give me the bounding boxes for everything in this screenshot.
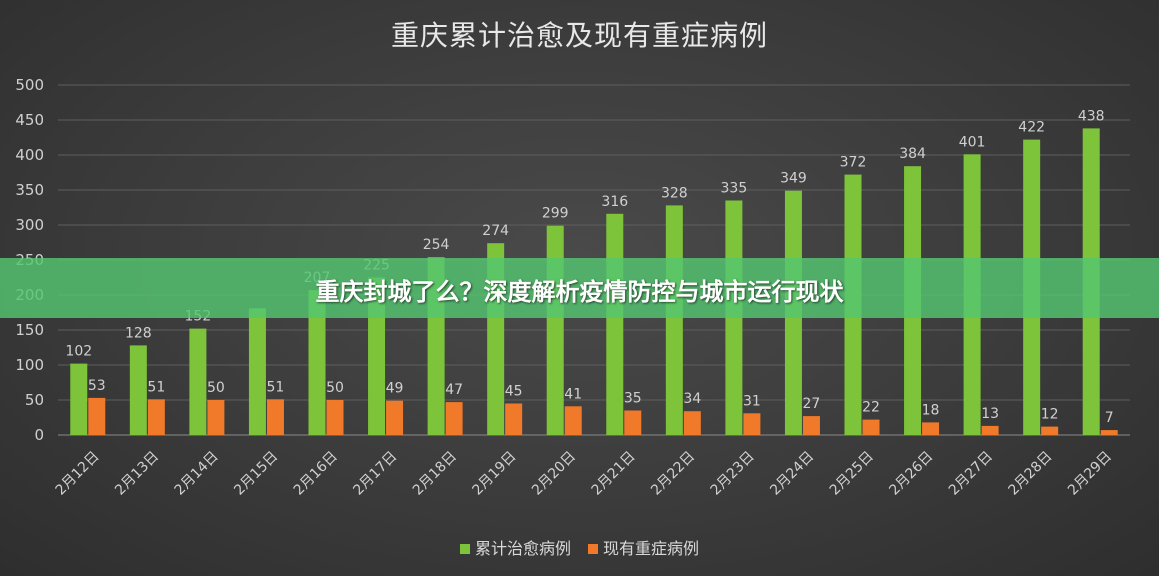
- x-tick-label: 2月21日: [589, 449, 639, 499]
- data-label: 50: [207, 380, 225, 396]
- x-tick-label: 2月20日: [529, 449, 579, 499]
- bar: [683, 411, 701, 435]
- x-tick-label: 2月29日: [1065, 449, 1115, 499]
- bar: [665, 205, 683, 435]
- y-tick-label: 150: [15, 321, 44, 339]
- x-tick-label: 2月28日: [1005, 449, 1055, 499]
- y-tick-label: 350: [15, 181, 44, 199]
- data-label: 51: [267, 379, 285, 395]
- legend-item-cured: 累计治愈病例: [459, 535, 571, 559]
- data-label: 34: [683, 391, 701, 407]
- data-label: 51: [147, 379, 165, 395]
- overlay-banner: 重庆封城了么？深度解析疫情防控与城市运行现状: [0, 258, 1159, 318]
- data-label: 18: [922, 402, 940, 418]
- chart-title: 重庆累计治愈及现有重症病例: [390, 19, 768, 52]
- bar: [445, 402, 463, 435]
- data-label: 438: [1078, 108, 1105, 124]
- bar: [1100, 430, 1118, 435]
- data-label: 349: [780, 171, 807, 187]
- bar: [70, 363, 88, 435]
- data-label: 27: [803, 396, 821, 412]
- banner-title: 重庆封城了么？深度解析疫情防控与城市运行现状: [315, 278, 844, 306]
- data-label: 372: [840, 155, 867, 171]
- bar: [386, 400, 404, 435]
- bar: [862, 419, 880, 435]
- bar: [922, 422, 940, 435]
- x-tick-label: 2月15日: [231, 449, 281, 499]
- chart-legend: 累计治愈病例 现有重症病例: [0, 535, 1159, 559]
- data-label: 384: [899, 146, 926, 162]
- data-label: 12: [1041, 407, 1059, 423]
- x-tick-label: 2月14日: [172, 449, 222, 499]
- x-tick-label: 2月22日: [648, 449, 698, 499]
- legend-item-severe: 现有重症病例: [588, 535, 699, 559]
- bar: [189, 328, 207, 435]
- data-label: 53: [88, 378, 106, 394]
- x-tick-label: 2月17日: [350, 449, 400, 499]
- data-label: 41: [564, 386, 582, 402]
- x-tick-label: 2月13日: [112, 449, 162, 499]
- legend-label-cured: 累计治愈病例: [474, 539, 571, 558]
- legend-swatch-severe: [588, 544, 599, 554]
- data-label: 45: [505, 384, 523, 400]
- data-label: 274: [482, 223, 509, 239]
- x-tick-label: 2月19日: [469, 449, 519, 499]
- bar: [129, 345, 147, 435]
- x-tick-label: 2月18日: [410, 449, 460, 499]
- data-label: 422: [1018, 120, 1045, 136]
- bar: [266, 399, 284, 435]
- bar: [624, 410, 642, 435]
- data-label: 128: [125, 325, 152, 341]
- bar: [802, 416, 820, 435]
- y-tick-label: 50: [25, 391, 44, 409]
- bar: [743, 413, 761, 435]
- y-tick-label: 500: [15, 76, 44, 94]
- data-label: 299: [542, 206, 569, 222]
- data-label: 22: [862, 400, 880, 416]
- legend-swatch-cured: [459, 544, 470, 554]
- x-tick-label: 2月12日: [53, 449, 103, 499]
- x-tick-label: 2月16日: [291, 449, 341, 499]
- data-label: 49: [386, 381, 404, 397]
- y-tick-label: 100: [15, 356, 44, 374]
- x-tick-label: 2月25日: [827, 449, 877, 499]
- bar: [1041, 426, 1059, 435]
- x-tick-label: 2月26日: [886, 449, 936, 499]
- data-label: 35: [624, 391, 642, 407]
- bar: [88, 397, 106, 435]
- x-tick-label: 2月23日: [708, 449, 758, 499]
- x-tick-label: 2月24日: [767, 449, 817, 499]
- data-label: 50: [326, 380, 344, 396]
- bar: [606, 213, 624, 435]
- y-tick-label: 300: [15, 216, 44, 234]
- bar: [207, 400, 225, 435]
- data-label: 254: [423, 237, 450, 253]
- x-tick-label: 2月27日: [946, 449, 996, 499]
- data-label: 31: [743, 393, 761, 409]
- bar: [326, 400, 344, 435]
- data-label: 335: [721, 181, 748, 197]
- data-label: 328: [661, 185, 688, 201]
- legend-label-severe: 现有重症病例: [603, 539, 700, 558]
- data-label: 102: [65, 344, 92, 360]
- bar: [248, 308, 266, 435]
- data-label: 7: [1105, 410, 1114, 426]
- bar: [308, 290, 326, 435]
- bar: [505, 403, 523, 435]
- data-label: 13: [981, 406, 999, 422]
- bar: [147, 399, 165, 435]
- y-tick-label: 400: [15, 146, 44, 164]
- y-tick-label: 450: [15, 111, 44, 129]
- bar: [564, 406, 582, 435]
- data-label: 316: [601, 194, 628, 210]
- y-tick-label: 0: [34, 426, 44, 444]
- data-label: 401: [959, 134, 986, 150]
- bar: [981, 425, 999, 435]
- data-label: 47: [445, 382, 463, 398]
